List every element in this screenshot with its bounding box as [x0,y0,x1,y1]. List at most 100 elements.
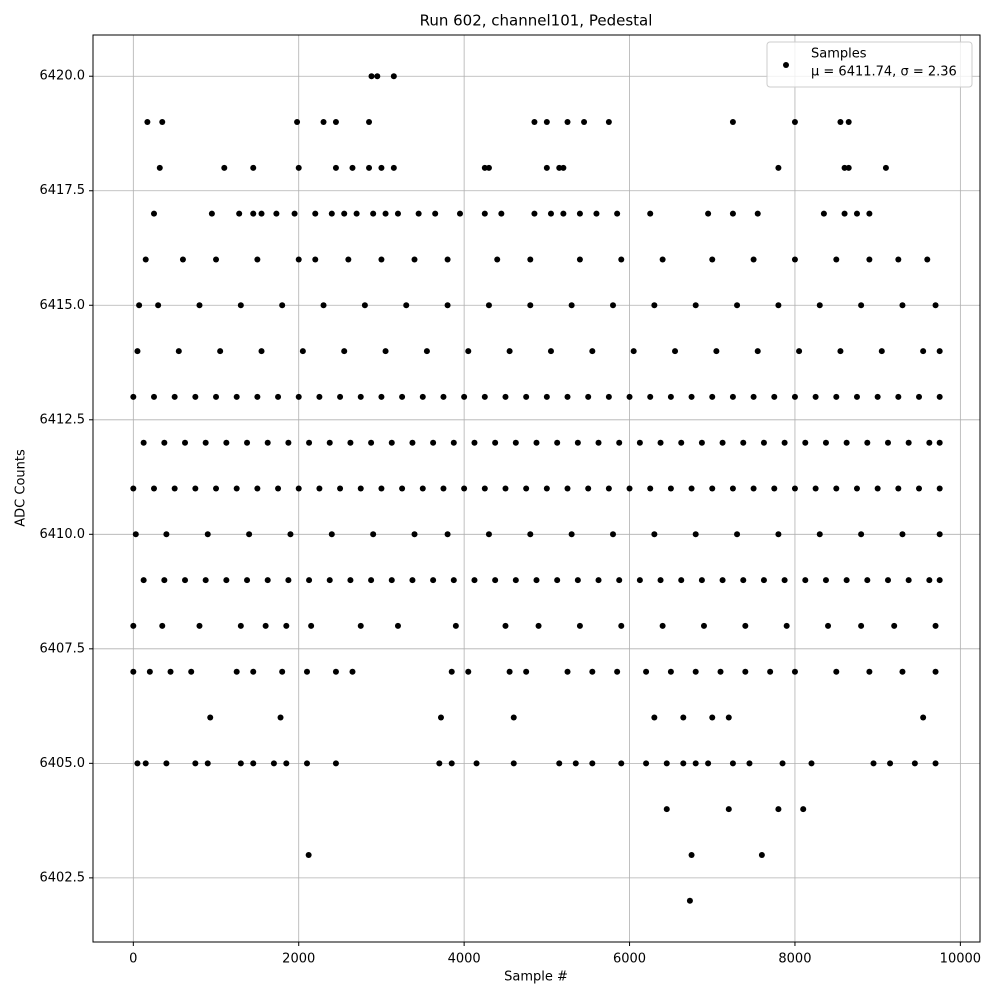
point [618,760,625,767]
point [150,210,157,217]
point [616,439,623,446]
point [533,439,540,446]
point [155,302,162,309]
point [213,256,220,263]
point [659,622,666,629]
point [264,439,271,446]
point [134,348,141,355]
point [837,348,844,355]
point [506,668,513,675]
point [361,302,368,309]
point [465,348,472,355]
point [132,531,139,538]
point [614,210,621,217]
legend: Samples μ = 6411.74, σ = 2.36 [766,41,973,88]
point [163,531,170,538]
point [610,531,617,538]
point [140,439,147,446]
point [589,760,596,767]
point [742,622,749,629]
point [709,714,716,721]
point [932,622,939,629]
point [884,439,891,446]
point [188,668,195,675]
point [156,164,163,171]
point [647,485,654,492]
point [456,210,463,217]
point [368,439,375,446]
point [192,485,199,492]
point [858,531,865,538]
point [700,622,707,629]
point [378,485,385,492]
point [895,256,902,263]
point [543,119,550,126]
point [283,622,290,629]
point [589,668,596,675]
point [618,622,625,629]
point [884,577,891,584]
point [680,760,687,767]
point [382,210,389,217]
point [870,760,877,767]
point [692,668,699,675]
point [560,164,567,171]
point [568,531,575,538]
point [729,119,736,126]
point [895,393,902,400]
point [337,485,344,492]
point [678,439,685,446]
point [663,806,670,813]
point [527,302,534,309]
point [390,73,397,80]
point [374,73,381,80]
point [523,668,530,675]
point [144,119,151,126]
y-tick-label: 6420.0 [40,69,86,84]
point [415,210,422,217]
point [285,577,292,584]
point [740,577,747,584]
point [419,393,426,400]
point [698,439,705,446]
point [481,210,488,217]
point [254,256,261,263]
point [853,210,860,217]
point [771,485,778,492]
point [320,119,327,126]
point [223,577,230,584]
point [556,164,563,171]
y-tick-label: 6417.5 [40,183,86,198]
point [767,668,774,675]
point [899,531,906,538]
point [845,119,852,126]
point [244,439,251,446]
point [554,577,561,584]
axes-frame [92,34,981,943]
point [843,439,850,446]
point [471,577,478,584]
point [411,256,418,263]
point [305,851,312,858]
point [368,73,375,80]
y-tick-label: 6415.0 [40,298,86,313]
point [643,668,650,675]
point [347,577,354,584]
point [750,393,757,400]
point [936,531,943,538]
point [932,302,939,309]
point [630,348,637,355]
point [299,348,306,355]
point [734,302,741,309]
point [258,348,265,355]
point [585,393,592,400]
point [159,622,166,629]
point [936,485,943,492]
x-tick-label: 0 [129,952,137,967]
point [161,439,168,446]
point [791,256,798,263]
legend-marker [783,62,789,68]
point [423,348,430,355]
point [437,714,444,721]
